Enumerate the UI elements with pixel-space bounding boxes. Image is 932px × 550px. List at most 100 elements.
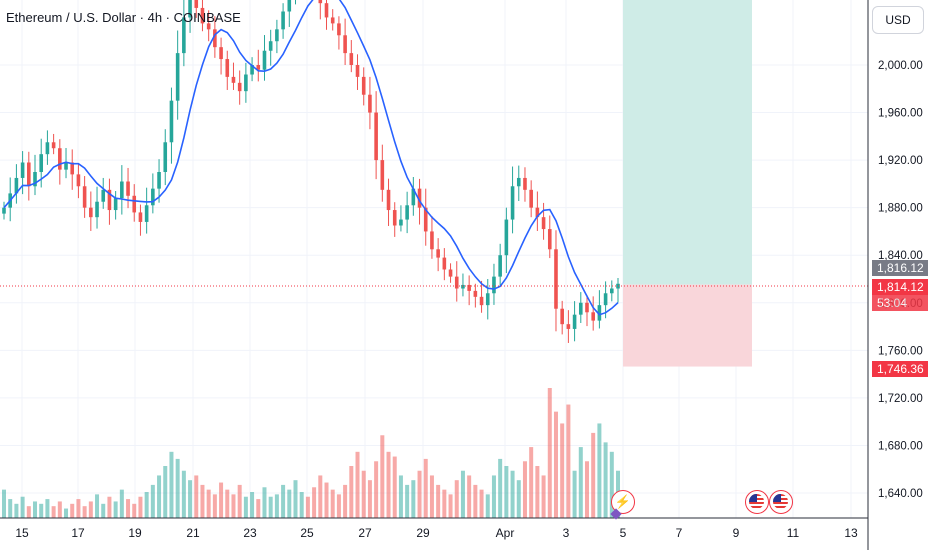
volume-bar (442, 489, 447, 518)
candle-body (213, 29, 217, 48)
volume-bar (76, 499, 81, 518)
candle-body (423, 207, 428, 232)
time-tick-label: 25 (300, 526, 314, 540)
candle-body (492, 276, 496, 294)
volume-bar (169, 451, 174, 518)
volume-bar (163, 466, 168, 518)
volume-bar (355, 451, 360, 518)
chart-grid (0, 0, 868, 518)
candle-body (27, 162, 31, 187)
us-flag-icon[interactable] (745, 490, 769, 514)
volume-bar (454, 480, 459, 518)
candle-body (343, 35, 347, 54)
time-axis: 15 17 19 21 23 25 27 29 Apr 3 5 7 9 11 13 (0, 517, 868, 540)
candle-body (448, 269, 453, 277)
volume-bar (88, 501, 93, 518)
candle-body (417, 188, 422, 208)
candle-body (510, 186, 515, 220)
candle-body (566, 324, 571, 329)
lightning-icon[interactable]: ⚡ (611, 490, 635, 514)
volume-bar (609, 451, 614, 518)
candle-body (504, 219, 509, 256)
candle-body (244, 74, 248, 92)
volume-bar (45, 499, 50, 518)
volume-bar (119, 489, 124, 518)
price-tick-label: 1,760.00 (878, 345, 923, 357)
volume-bar (231, 494, 236, 518)
candle-body (70, 162, 75, 175)
candle-body (82, 186, 87, 208)
volume-bar (405, 484, 410, 518)
candle-body (485, 293, 490, 306)
volume-bar (126, 499, 131, 518)
price-tick-label: 1,640.00 (878, 488, 923, 500)
candle-body (498, 255, 502, 277)
volume-bar (380, 435, 385, 518)
candle-body (399, 219, 403, 226)
time-tick-label: 3 (563, 526, 570, 540)
candle-body (560, 308, 564, 325)
volume-bar (510, 470, 515, 518)
us-flag-icon[interactable] (769, 490, 793, 514)
volume-bar (33, 501, 38, 518)
candle-body (188, 0, 192, 18)
volume-bar (57, 501, 62, 518)
candle-body (392, 210, 397, 226)
candle-body (45, 142, 50, 155)
countdown-tag: 53:04 (872, 295, 928, 311)
candle-body (591, 312, 595, 321)
time-tick-label: Apr (496, 526, 515, 540)
candle-body (101, 189, 106, 202)
stop-level-tag: 1,746.36 (872, 361, 928, 377)
volume-bar (113, 501, 118, 518)
volume-bar (39, 503, 44, 518)
volume-bar (225, 489, 230, 518)
volume-bar (150, 484, 155, 518)
volume-bar (107, 496, 112, 518)
candle-body (572, 314, 577, 329)
candle-body (547, 229, 552, 250)
volume-bar (20, 496, 25, 518)
volume-bar (138, 496, 143, 518)
volume-bar (212, 494, 217, 518)
volume-bar (287, 489, 292, 518)
candle-body (64, 162, 68, 170)
volume-bar (299, 492, 304, 518)
candle-body (523, 177, 527, 190)
currency-button[interactable]: USD (872, 6, 924, 34)
candle-body (113, 198, 118, 211)
volume-bar (553, 411, 558, 518)
volume-bar (305, 496, 310, 518)
profit-zone (623, 0, 752, 285)
volume-bar (70, 503, 75, 518)
volume-bar (349, 466, 354, 518)
candle-body (281, 11, 285, 30)
candle-body (578, 302, 583, 315)
candle-body (175, 53, 180, 101)
volume-bar (436, 484, 441, 518)
volume-bar (603, 442, 608, 518)
candle-body (467, 284, 471, 291)
volume-bar (411, 480, 416, 518)
volume-bars (2, 388, 620, 518)
ma-line (3, 0, 619, 316)
candle-body (473, 290, 478, 297)
volume-bar (243, 496, 248, 518)
candle-body (330, 17, 335, 24)
volume-bar (219, 482, 224, 518)
candle-body (200, 7, 205, 24)
volume-bar (26, 506, 31, 518)
volume-bar (293, 480, 298, 518)
candle-body (479, 296, 484, 306)
price-tick-label: 1,960.00 (878, 108, 923, 120)
volume-bar (566, 404, 571, 518)
volume-bar (262, 487, 267, 518)
time-tick-label: 29 (416, 526, 430, 540)
volume-bar (473, 484, 478, 518)
volume-bar (398, 475, 403, 518)
volume-bar (324, 482, 329, 518)
volume-bar (343, 484, 348, 518)
volume-bar (181, 470, 186, 518)
volume-bar (250, 492, 255, 518)
